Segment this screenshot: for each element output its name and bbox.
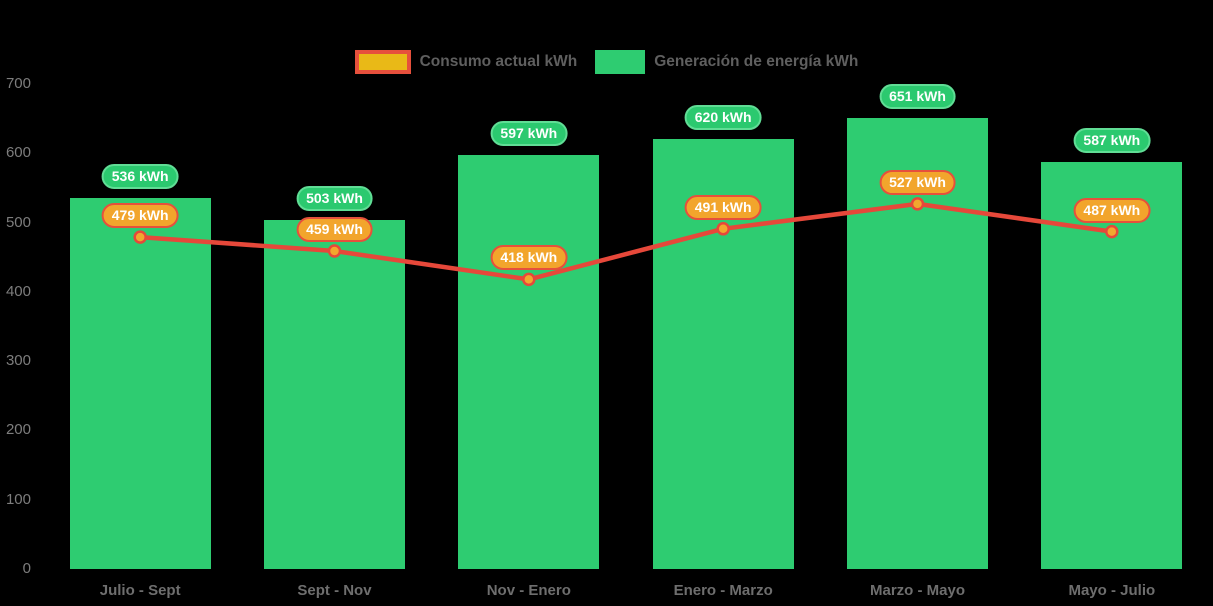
x-tick-label: Sept - Nov [297, 582, 372, 599]
x-tick-label: Mayo - Julio [1068, 582, 1156, 599]
bar-series-swatch-icon [595, 50, 646, 74]
consumption-line-point[interactable] [910, 197, 925, 211]
consumption-line-point[interactable] [716, 222, 730, 236]
y-tick-label: 400 [5, 282, 31, 300]
line-value-badge: 459 kWh [296, 216, 373, 242]
y-tick-label: 300 [5, 352, 31, 370]
bar-value-badge: 620 kWh [684, 105, 762, 131]
chart-legend: Consumo actual kWh Generación de energía… [0, 48, 1213, 76]
y-tick-label: 100 [5, 490, 31, 508]
x-tick-label: Enero - Marzo [673, 582, 773, 599]
y-tick-label: 700 [5, 75, 31, 92]
generation-bar[interactable] [458, 155, 600, 569]
generation-bar[interactable] [69, 197, 211, 569]
generation-bar[interactable] [264, 220, 405, 569]
line-value-badge: 487 kWh [1073, 197, 1151, 223]
x-tick-label: Marzo - Mayo [869, 582, 965, 599]
line-series-swatch-icon [354, 50, 411, 74]
legend-label-consumo-actual: Consumo actual kWh [419, 53, 578, 70]
line-value-badge: 479 kWh [101, 203, 179, 229]
y-tick-label: 200 [5, 421, 31, 439]
consumption-line-point[interactable] [133, 230, 147, 244]
legend-item-consumo-actual[interactable]: Consumo actual kWh [354, 50, 578, 74]
y-tick-label: 600 [5, 144, 31, 162]
bar-value-badge: 597 kWh [490, 121, 568, 147]
y-tick-label: 0 [22, 560, 31, 577]
legend-item-generacion-energia[interactable]: Generación de energía kWh [595, 50, 858, 74]
x-tick-label: Nov - Enero [486, 582, 571, 599]
line-value-badge: 527 kWh [879, 169, 956, 195]
consumption-line-point[interactable] [1105, 224, 1119, 239]
line-value-badge: 418 kWh [490, 245, 568, 271]
consumption-line-point[interactable] [327, 244, 342, 258]
bar-value-badge: 503 kWh [296, 186, 373, 212]
y-tick-label: 500 [5, 213, 31, 231]
x-tick-label: Julio - Sept [99, 582, 181, 599]
bar-value-badge: 536 kWh [101, 163, 179, 189]
bar-value-badge: 651 kWh [879, 83, 956, 109]
consumption-line-point[interactable] [522, 272, 536, 287]
bar-value-badge: 587 kWh [1073, 128, 1151, 154]
line-value-badge: 491 kWh [684, 194, 762, 220]
legend-label-generacion-energia: Generación de energía kWh [654, 53, 859, 70]
consumption-line [137, 201, 1115, 282]
